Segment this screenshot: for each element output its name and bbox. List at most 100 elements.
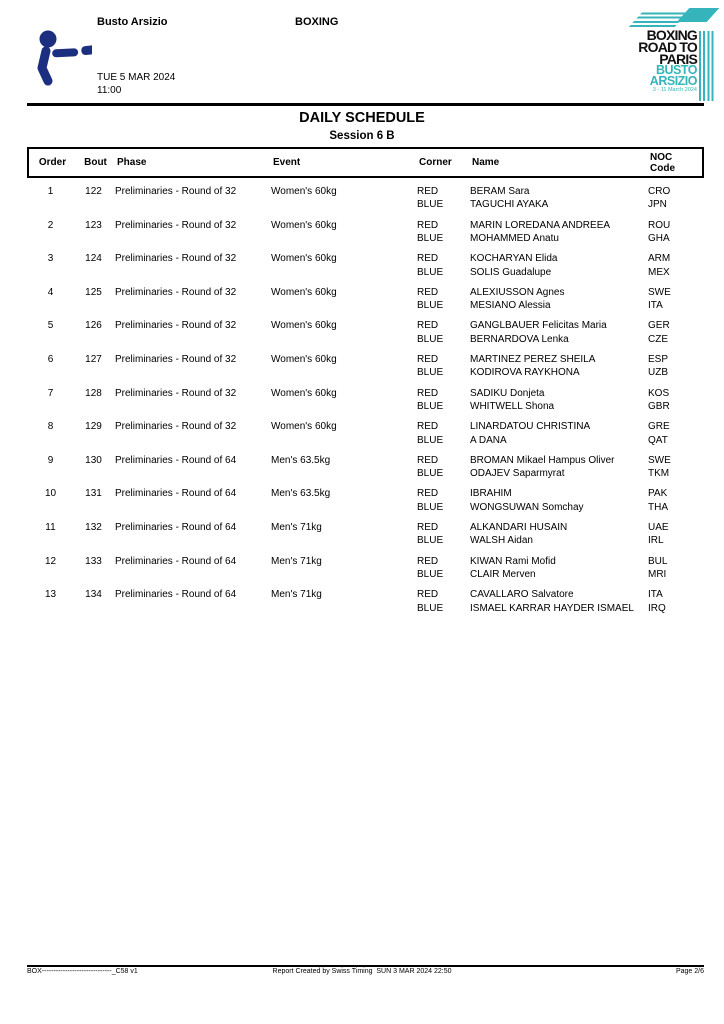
column-header-order: Order	[38, 157, 67, 168]
cell-name: BROMAN Mikael Hampus Oliver ODAJEV Saparm…	[467, 454, 645, 483]
cell-noc: ARM MEX	[645, 252, 704, 281]
cell-corner: RED BLUE	[414, 387, 467, 416]
cell-bout: 128	[85, 387, 102, 399]
cell-phase: Preliminaries - Round of 32	[115, 286, 237, 298]
table-row: 8 129 Preliminaries - Round of 32 Women's 6…	[27, 415, 704, 449]
athlete-name-blue: KODIROVA RAYKHONA	[470, 367, 580, 379]
athlete-name-red: ALKANDARI HUSAIN	[470, 521, 568, 533]
sport-title: BOXING	[295, 16, 339, 28]
cell-name: LINARDATOU CHRISTINA A DANA	[467, 420, 645, 449]
cell-order: 12	[44, 555, 57, 567]
cell-phase: Preliminaries - Round of 32	[115, 353, 237, 365]
cell-order: 9	[47, 454, 54, 466]
corner-label-blue: BLUE	[417, 535, 444, 547]
cell-corner: RED BLUE	[414, 521, 467, 550]
logo-line-arsizio: ARSIZIO	[649, 74, 698, 88]
athlete-name-red: MARTINEZ PEREZ SHEILA	[470, 353, 596, 365]
cell-bout: 127	[85, 353, 102, 365]
corner-label-red: RED	[417, 219, 439, 231]
athlete-name-blue: ISMAEL KARRAR HAYDER ISMAEL	[470, 602, 634, 614]
cell-noc: ROU GHA	[645, 219, 704, 248]
cell-order: 1	[47, 186, 54, 197]
athlete-name-blue: WHITWELL Shona	[470, 400, 555, 412]
noc-code-red: SWE	[648, 454, 671, 466]
cell-noc: PAK THA	[645, 487, 704, 516]
column-header-bout: Bout	[84, 157, 107, 168]
cell-noc: SWE TKM	[645, 454, 704, 483]
athlete-name-blue: TAGUCHI AYAKA	[470, 199, 549, 211]
cell-corner: RED BLUE	[414, 588, 467, 617]
column-header-phase: Phase	[117, 157, 147, 168]
cell-name: KOCHARYAN Elida SOLIS Guadalupe	[467, 252, 645, 281]
cell-corner: RED BLUE	[414, 420, 467, 449]
cell-order: 13	[44, 589, 57, 601]
athlete-name-blue: ODAJEV Saparmyrat	[470, 468, 565, 480]
cell-phase: Preliminaries - Round of 64	[115, 454, 237, 466]
athlete-name-red: BROMAN Mikael Hampus Oliver	[470, 454, 615, 466]
cell-bout: 133	[85, 555, 102, 567]
cell-bout: 124	[85, 253, 102, 265]
corner-label-red: RED	[417, 186, 439, 197]
cell-order: 8	[47, 421, 54, 433]
noc-code-red: BUL	[648, 555, 668, 567]
athlete-name-red: KIWAN Rami Mofid	[470, 555, 556, 567]
table-row: 10 131 Preliminaries - Round of 64 Men's 63…	[27, 482, 704, 516]
athlete-name-blue: WONGSUWAN Somchay	[470, 501, 584, 513]
logo-line-busto: BUSTO	[655, 63, 698, 77]
noc-code-blue: UZB	[648, 367, 668, 379]
cell-name: MARTINEZ PEREZ SHEILA KODIROVA RAYKHONA	[467, 353, 645, 382]
athlete-name-red: KOCHARYAN Elida	[470, 253, 558, 265]
athlete-name-red: LINARDATOU CHRISTINA	[470, 421, 591, 433]
cell-phase: Preliminaries - Round of 32	[115, 186, 237, 197]
noc-code-blue: MEX	[648, 266, 670, 278]
venue-name: Busto Arsizio	[97, 16, 168, 28]
athlete-name-blue: SOLIS Guadalupe	[470, 266, 552, 278]
boxing-pictogram-icon	[22, 28, 97, 93]
column-header-noc: NOC Code	[647, 152, 702, 174]
cell-corner: RED BLUE	[414, 454, 467, 483]
table-row: 7 128 Preliminaries - Round of 32 Women's 6…	[27, 382, 704, 416]
noc-code-blue: QAT	[648, 434, 668, 446]
cell-event: Men's 71kg	[271, 555, 322, 567]
cell-event: Men's 71kg	[271, 521, 322, 533]
table-row: 1 122 Preliminaries - Round of 32 Women's 6…	[27, 180, 704, 214]
cell-name: CAVALLARO Salvatore ISMAEL KARRAR HAYDER …	[467, 588, 645, 617]
corner-label-blue: BLUE	[417, 367, 444, 379]
cell-event: Women's 60kg	[271, 186, 337, 197]
table-row: 3 124 Preliminaries - Round of 32 Women's 6…	[27, 247, 704, 281]
table-row: 4 125 Preliminaries - Round of 32 Women's 6…	[27, 281, 704, 315]
athlete-name-red: CAVALLARO Salvatore	[470, 589, 574, 601]
cell-order: 10	[44, 488, 57, 500]
column-header-event: Event	[273, 157, 301, 168]
column-header-corner: Corner	[419, 157, 452, 168]
cell-order: 2	[47, 219, 54, 231]
footer-rule	[27, 965, 704, 967]
cell-event: Men's 71kg	[271, 589, 322, 601]
noc-code-blue: IRQ	[648, 602, 666, 614]
cell-noc: GER CZE	[645, 319, 704, 348]
corner-label-red: RED	[417, 421, 439, 433]
cell-event: Women's 60kg	[271, 421, 337, 433]
noc-code-red: GER	[648, 320, 670, 332]
cell-phase: Preliminaries - Round of 64	[115, 488, 237, 500]
cell-bout: 130	[85, 454, 102, 466]
footer-report-code: BOX------------------------------_C58 v1	[27, 968, 138, 975]
noc-code-red: KOS	[648, 387, 670, 399]
logo-vertical-stripes	[699, 31, 716, 101]
cell-noc: ESP UZB	[645, 353, 704, 382]
noc-code-red: UAE	[648, 521, 669, 533]
cell-name: IBRAHIM WONGSUWAN Somchay	[467, 487, 645, 516]
cell-bout: 131	[85, 488, 102, 500]
cell-event: Women's 60kg	[271, 320, 337, 332]
corner-label-blue: BLUE	[417, 568, 444, 580]
noc-code-blue: GBR	[648, 400, 670, 412]
noc-code-red: ROU	[648, 219, 671, 231]
corner-label-red: RED	[417, 521, 439, 533]
cell-noc: ITA IRQ	[645, 588, 704, 617]
cell-order: 5	[47, 320, 54, 332]
cell-bout: 134	[85, 589, 102, 601]
corner-label-red: RED	[417, 454, 439, 466]
noc-code-red: GRE	[648, 421, 670, 433]
logo-line-boxing: BOXING	[646, 27, 698, 43]
cell-order: 3	[47, 253, 54, 265]
